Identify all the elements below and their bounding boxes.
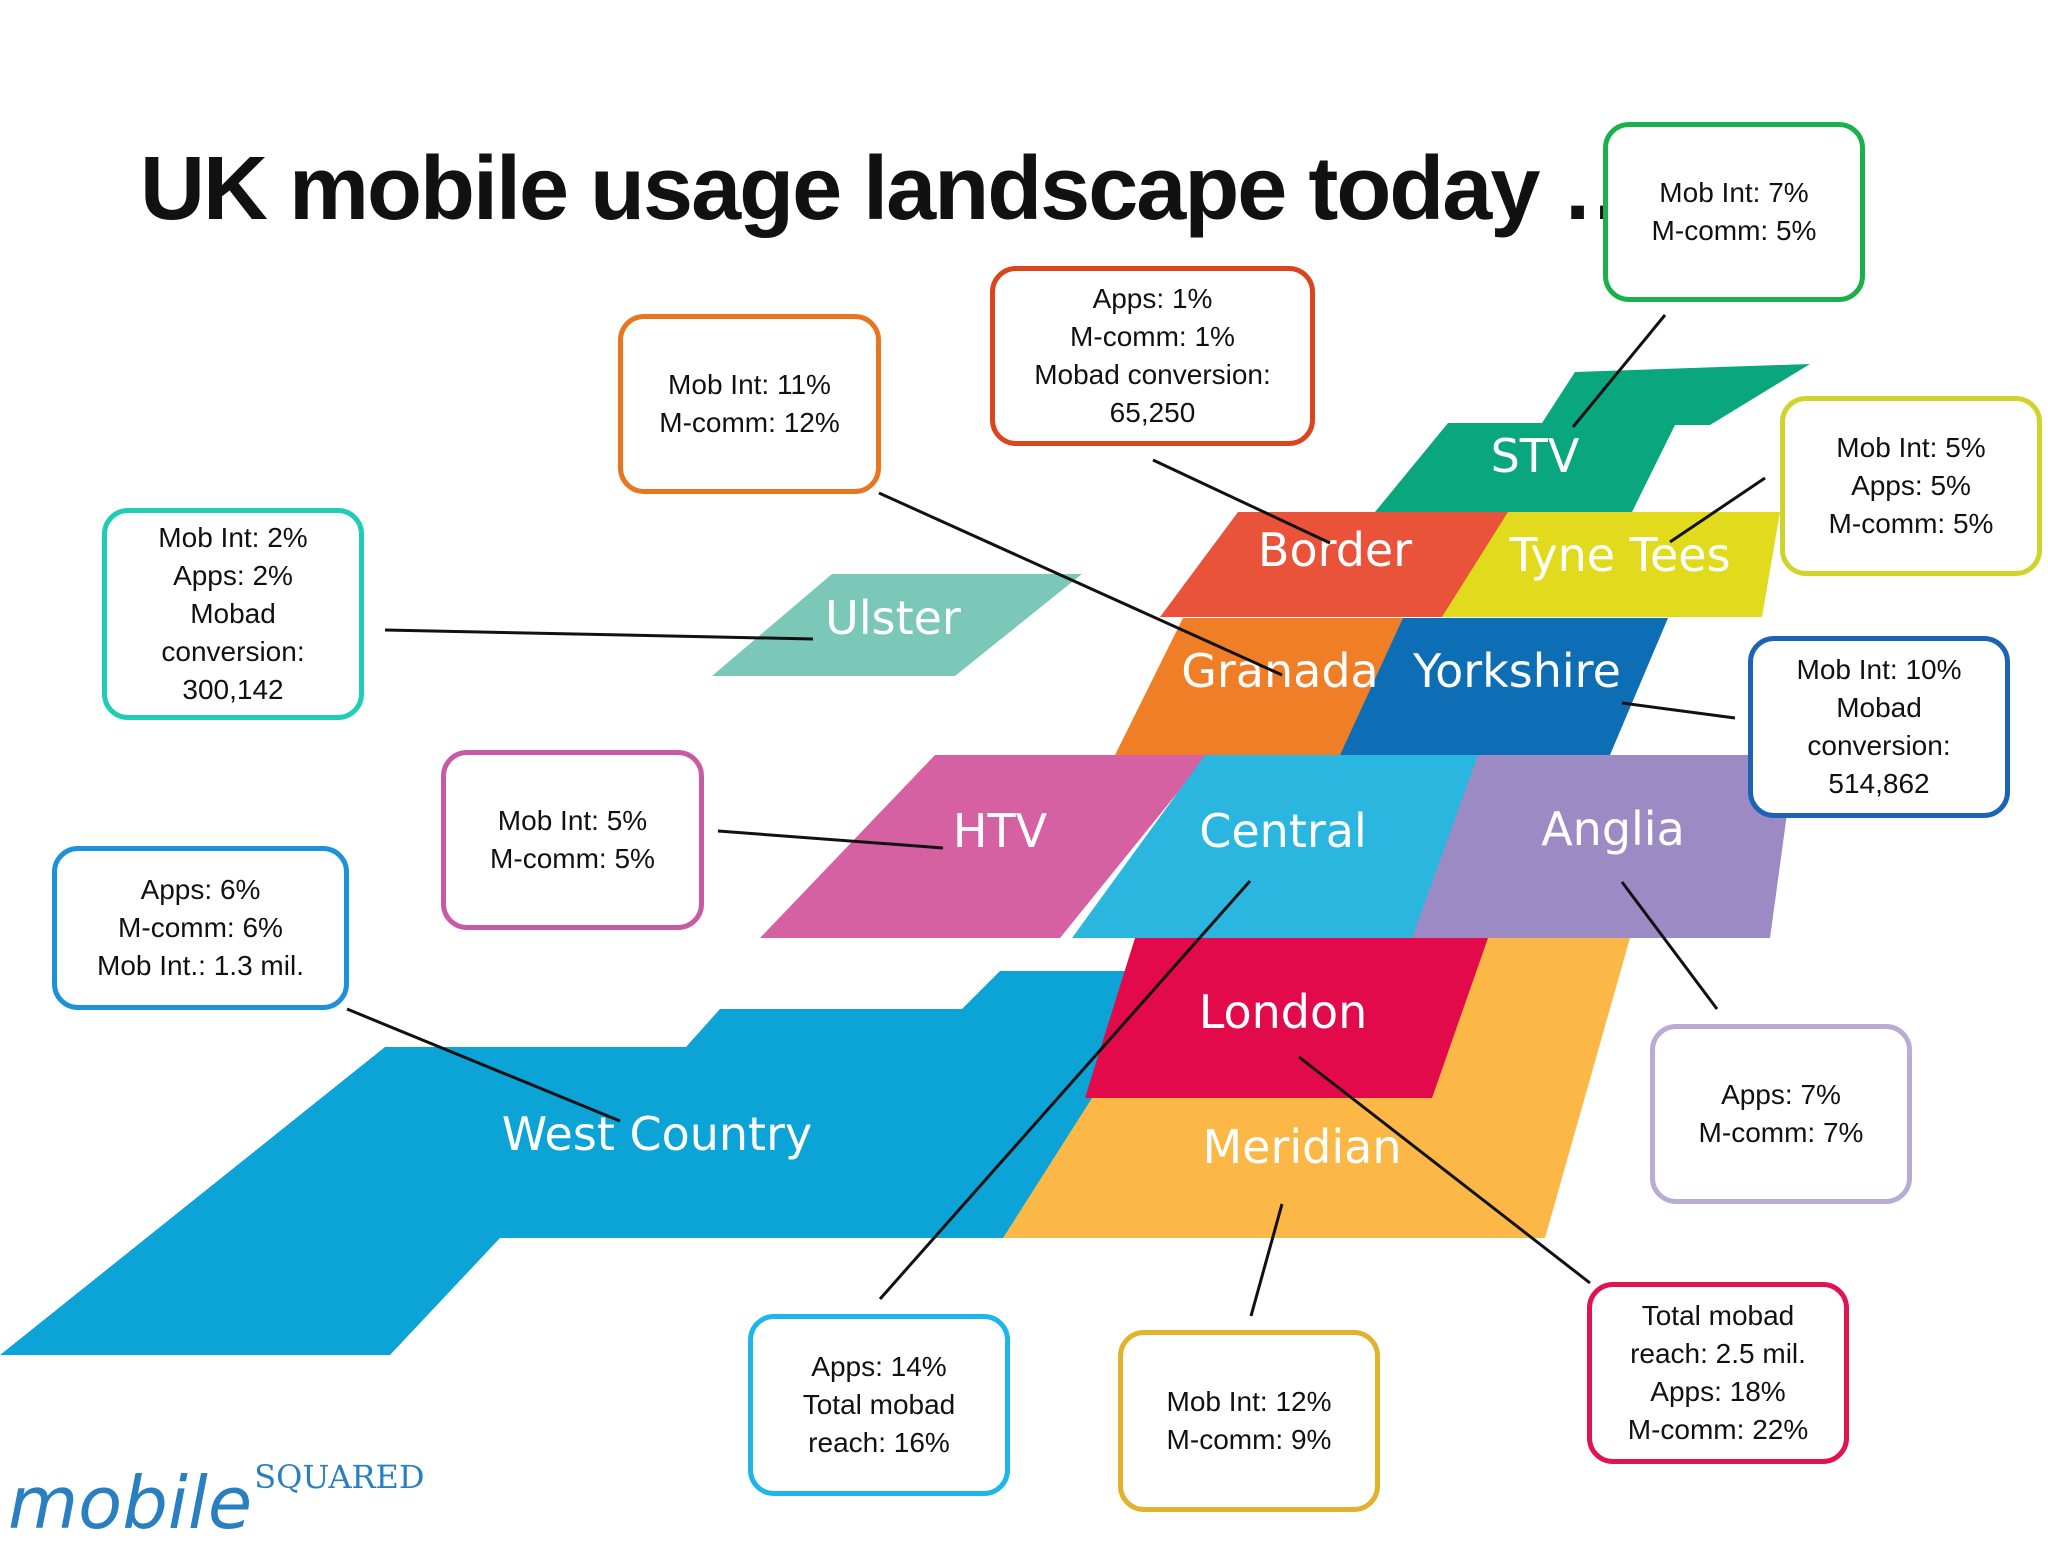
callout-line: Apps: 18% <box>1650 1376 1786 1407</box>
region-anglia-shape <box>1412 755 1795 938</box>
callout-london: Total mobad reach: 2.5 mil. Apps: 18% M-com… <box>1587 1282 1849 1464</box>
callout-border: Apps: 1% M-comm: 1% Mobad conversion: 65,25… <box>990 266 1315 446</box>
callout-line: Apps: 1% <box>1092 283 1213 314</box>
leader-line-london <box>1298 1055 1591 1285</box>
region-granada-label: Granada <box>1181 644 1378 698</box>
callout-ulster: Mob Int: 2% Apps: 2% Mobad conversion: 300,1… <box>102 508 364 720</box>
leader-line-tyne-tees <box>1669 476 1766 544</box>
mobile-squared-logo: mobileSQUARED <box>8 1458 425 1545</box>
callout-line: M-comm: 5% <box>490 843 655 874</box>
leader-line-west-country <box>346 1007 621 1123</box>
region-anglia-label: Anglia <box>1541 802 1685 856</box>
callout-line: M-comm: 7% <box>1698 1117 1864 1148</box>
callout-line: Mob Int.: 1.3 mil. <box>97 950 304 981</box>
callout-line: Apps: 5% <box>1851 470 1971 501</box>
region-west-country-shape <box>0 940 1195 1355</box>
region-tyne-tees-label: Tyne Tees <box>1508 528 1730 582</box>
region-border-shape <box>1160 512 1510 617</box>
callout-line: Mobad <box>1836 692 1922 723</box>
region-west-country-label: West Country <box>502 1107 812 1161</box>
leader-line-granada <box>878 491 1283 677</box>
callout-line: Apps: 7% <box>1721 1079 1841 1110</box>
region-htv-shape <box>760 755 1208 938</box>
region-border-label: Border <box>1258 523 1412 577</box>
region-yorkshire-label: Yorkshire <box>1412 644 1621 698</box>
callout-line: Mob Int: 5% <box>1836 432 1986 463</box>
callout-line: conversion: <box>1807 730 1951 761</box>
region-central-shape <box>1072 755 1480 938</box>
region-tyne-tees-shape <box>1442 512 1780 617</box>
callout-line: conversion: <box>161 636 305 667</box>
callout-line: Mobad conversion: <box>1034 359 1271 390</box>
region-stv-label: STV <box>1491 429 1580 483</box>
callout-line: Mobad <box>190 598 276 629</box>
callout-line: 65,250 <box>1109 397 1196 428</box>
callout-line: reach: 2.5 mil. <box>1630 1338 1806 1369</box>
callout-line: Apps: 6% <box>140 874 261 905</box>
leader-line-htv <box>717 829 944 850</box>
callout-htv: Mob Int: 5% M-comm: 5% <box>441 750 704 930</box>
callout-central: Apps: 14% Total mobad reach: 16% <box>748 1314 1010 1496</box>
callout-line: Mob Int: 12% <box>1166 1386 1332 1417</box>
logo-wordmark: mobile <box>8 1461 253 1545</box>
region-stv-shape <box>1375 364 1810 512</box>
callout-tyne-tees: Mob Int: 5% Apps: 5% M-comm: 5% <box>1780 396 2042 576</box>
callout-line: M-comm: 12% <box>659 407 840 438</box>
callout-line: reach: 16% <box>808 1427 950 1458</box>
callout-line: Mob Int: 5% <box>497 805 648 836</box>
region-meridian-label: Meridian <box>1202 1120 1401 1174</box>
leader-line-yorkshire <box>1621 701 1736 720</box>
callout-west-country: Apps: 6% M-comm: 6% Mob Int.: 1.3 mil. <box>52 846 349 1010</box>
callout-line: M-comm: 5% <box>1828 508 1994 539</box>
callout-meridian: Mob Int: 12% M-comm: 9% <box>1118 1330 1380 1512</box>
leader-line-anglia <box>1620 881 1719 1010</box>
region-htv-label: HTV <box>953 804 1048 858</box>
callout-line: Apps: 14% <box>811 1351 947 1382</box>
callout-line: Mob Int: 10% <box>1796 654 1962 685</box>
region-ulster-label: Ulster <box>825 591 961 645</box>
callout-line: M-comm: 22% <box>1627 1414 1809 1445</box>
callout-line: Apps: 2% <box>173 560 293 591</box>
callout-line: 514,862 <box>1828 768 1930 799</box>
leader-line-border <box>1152 458 1331 545</box>
leader-line-ulster <box>384 628 814 641</box>
callout-line: Total mobad <box>1641 1300 1795 1331</box>
callout-line: Mob Int: 11% <box>668 369 831 400</box>
callout-stv: Mob Int: 7% M-comm: 5% <box>1603 122 1865 302</box>
callout-line: Mob Int: 2% <box>158 522 308 553</box>
slide-title: UK mobile usage landscape today … <box>140 139 1651 239</box>
callout-line: 300,142 <box>182 674 284 705</box>
region-central-label: Central <box>1199 804 1367 858</box>
logo-superscript: SQUARED <box>254 1458 425 1496</box>
callout-line: M-comm: 1% <box>1070 321 1235 352</box>
callout-line: M-comm: 5% <box>1651 215 1817 246</box>
region-granada-shape <box>1115 618 1405 755</box>
callout-line: Mob Int: 7% <box>1659 177 1809 208</box>
callout-line: M-comm: 9% <box>1166 1424 1332 1455</box>
callout-line: M-comm: 6% <box>118 912 283 943</box>
region-ulster-shape <box>712 574 1082 676</box>
leader-line-meridian <box>1249 1203 1284 1317</box>
callout-line: Total mobad <box>802 1389 956 1420</box>
region-london-label: London <box>1199 985 1368 1039</box>
callout-anglia: Apps: 7% M-comm: 7% <box>1650 1024 1912 1204</box>
callout-granada: Mob Int: 11% M-comm: 12% <box>618 314 881 494</box>
leader-line-stv <box>1571 314 1667 428</box>
callout-yorkshire: Mob Int: 10% Mobad conversion: 514,862 <box>1748 636 2010 818</box>
region-london-shape <box>1085 938 1488 1098</box>
region-yorkshire-shape <box>1340 618 1668 755</box>
leader-line-central <box>878 880 1252 1300</box>
